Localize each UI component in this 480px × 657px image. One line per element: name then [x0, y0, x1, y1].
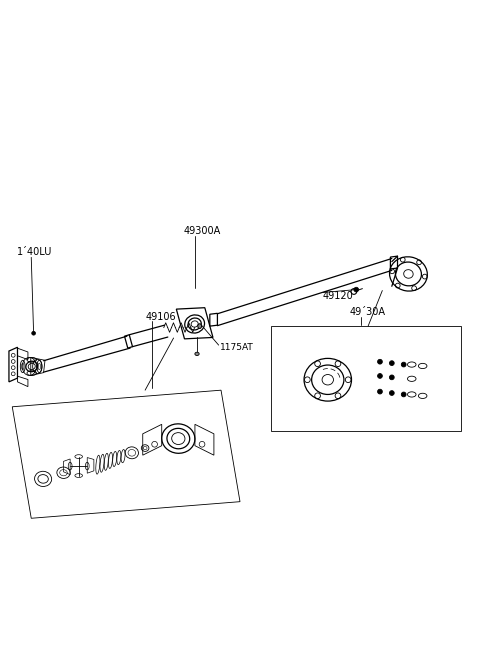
Circle shape: [389, 391, 394, 396]
Circle shape: [378, 374, 383, 378]
Text: 49300A: 49300A: [183, 225, 220, 236]
Text: 1175AT: 1175AT: [220, 343, 254, 352]
Text: 1´40LU: 1´40LU: [17, 247, 52, 257]
Circle shape: [401, 362, 406, 367]
Ellipse shape: [195, 352, 199, 355]
Text: 49120: 49120: [323, 291, 354, 301]
Text: 49106: 49106: [145, 312, 176, 322]
Circle shape: [389, 375, 394, 380]
Circle shape: [389, 361, 394, 365]
Circle shape: [378, 389, 383, 394]
Circle shape: [354, 287, 359, 292]
Circle shape: [32, 331, 36, 335]
Circle shape: [401, 392, 406, 397]
Text: 49´30A: 49´30A: [349, 307, 385, 317]
Circle shape: [378, 359, 383, 364]
Ellipse shape: [198, 324, 202, 328]
